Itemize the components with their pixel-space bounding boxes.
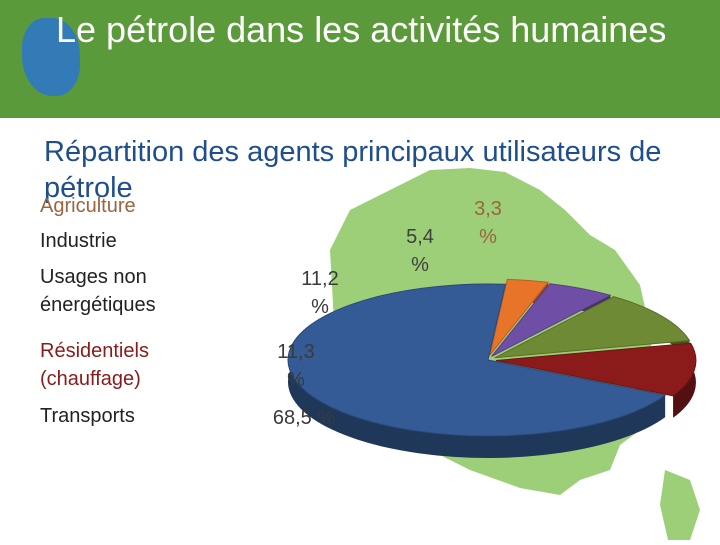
page-title: Le pétrole dans les activités humaines: [56, 9, 667, 50]
legend-item-0: Agriculture: [40, 195, 136, 217]
pie-slice-0: [489, 278, 550, 356]
header-decoration: [22, 18, 80, 96]
data-label-3: 11,3%: [277, 341, 314, 391]
data-label-0: 3,3%: [474, 198, 502, 248]
legend-item-2: Usages non énergétiques: [40, 266, 156, 316]
legend-item-3: Résidentiels (chauffage): [40, 340, 149, 390]
data-label-2: 11,2%: [301, 268, 338, 318]
legend-item-1: Industrie: [40, 230, 117, 252]
corsica-shape: [660, 470, 700, 540]
header-bar: Le pétrole dans les activités humaines: [0, 0, 720, 118]
pie-slice-side-3: [673, 343, 696, 418]
chart-subtitle: Répartition des agents principaux utilis…: [44, 136, 662, 204]
pie-slice-1: [491, 283, 612, 357]
pie-slice-3: [495, 342, 697, 397]
pie-slice-4: [287, 283, 667, 437]
legend-item-4: Transports: [40, 405, 135, 427]
data-label-1: 5,4%: [406, 226, 434, 276]
chart-legend: Agriculture Industrie Usages non énergétiq…: [40, 0, 280, 540]
pie-slice-2: [494, 296, 691, 359]
data-label-4: 68,5 %: [273, 407, 335, 429]
